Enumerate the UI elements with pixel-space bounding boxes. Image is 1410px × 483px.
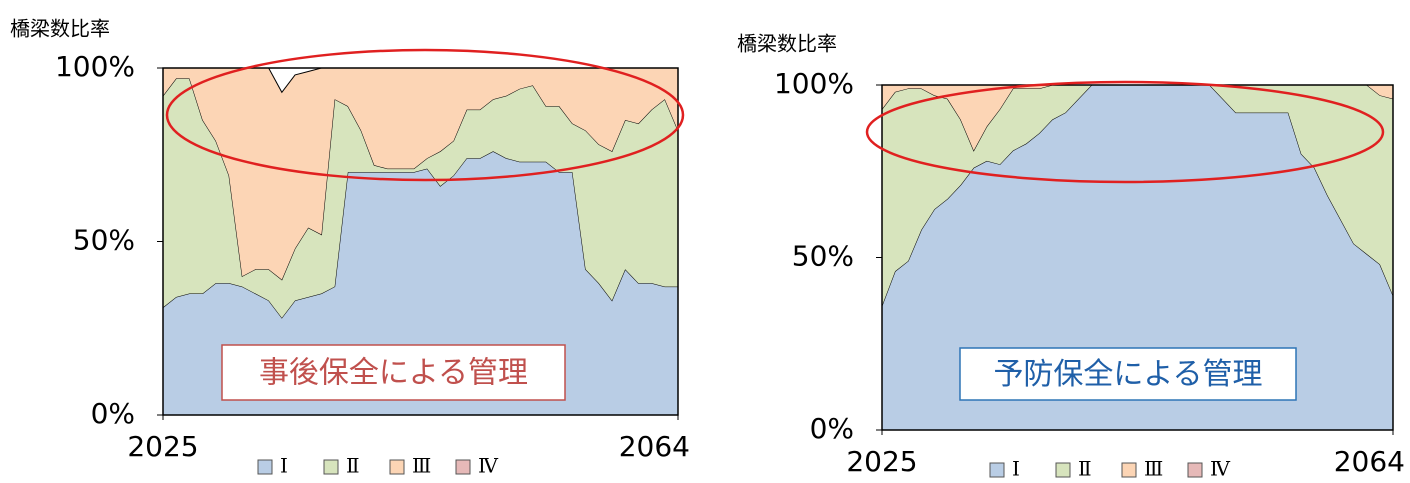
highlight-ellipse (865, 80, 1385, 184)
y-tick-label: 100% (774, 67, 854, 100)
legend-swatch (389, 459, 405, 475)
legend-swatch (323, 459, 339, 475)
area (163, 78, 678, 318)
y-tick-label: 50% (792, 240, 854, 273)
y-tick-label: 0% (91, 397, 135, 430)
legend-swatch (1055, 462, 1071, 478)
legend-swatch (257, 459, 273, 475)
legend-label: Ⅰ (280, 454, 288, 478)
annotation-box (221, 344, 566, 401)
area (882, 85, 1393, 430)
legend-swatch (455, 459, 471, 475)
y-axis-title: 橋梁数比率 (10, 17, 110, 41)
x-tick-label: 2064 (1334, 445, 1405, 478)
legend-swatch (1121, 462, 1137, 478)
x-tick-label: 2025 (846, 445, 917, 478)
legend-swatch (1187, 462, 1203, 478)
area (882, 85, 1393, 306)
y-tick-label: 0% (810, 412, 854, 445)
legend-swatch (989, 462, 1005, 478)
area (163, 68, 678, 280)
area (882, 85, 1393, 151)
annotation: 事後保全による管理 (259, 356, 528, 391)
legend-label: Ⅳ (1210, 457, 1231, 481)
y-axis-title: 橋梁数比率 (737, 32, 837, 56)
legend-label: Ⅲ (1144, 457, 1163, 481)
legend-label: Ⅰ (1012, 457, 1020, 481)
y-tick-label: 100% (55, 50, 135, 83)
y-tick-label: 50% (73, 224, 135, 257)
legend-label: Ⅳ (478, 454, 499, 478)
x-tick-label: 2025 (127, 430, 198, 463)
legend-label: Ⅲ (412, 454, 431, 478)
x-tick-label: 2064 (619, 430, 690, 463)
legend-label: Ⅱ (346, 454, 360, 478)
legend-label: Ⅱ (1078, 457, 1092, 481)
annotation: 予防保全による管理 (993, 357, 1262, 392)
highlight-ellipse (165, 48, 685, 182)
annotation-box (959, 347, 1297, 401)
